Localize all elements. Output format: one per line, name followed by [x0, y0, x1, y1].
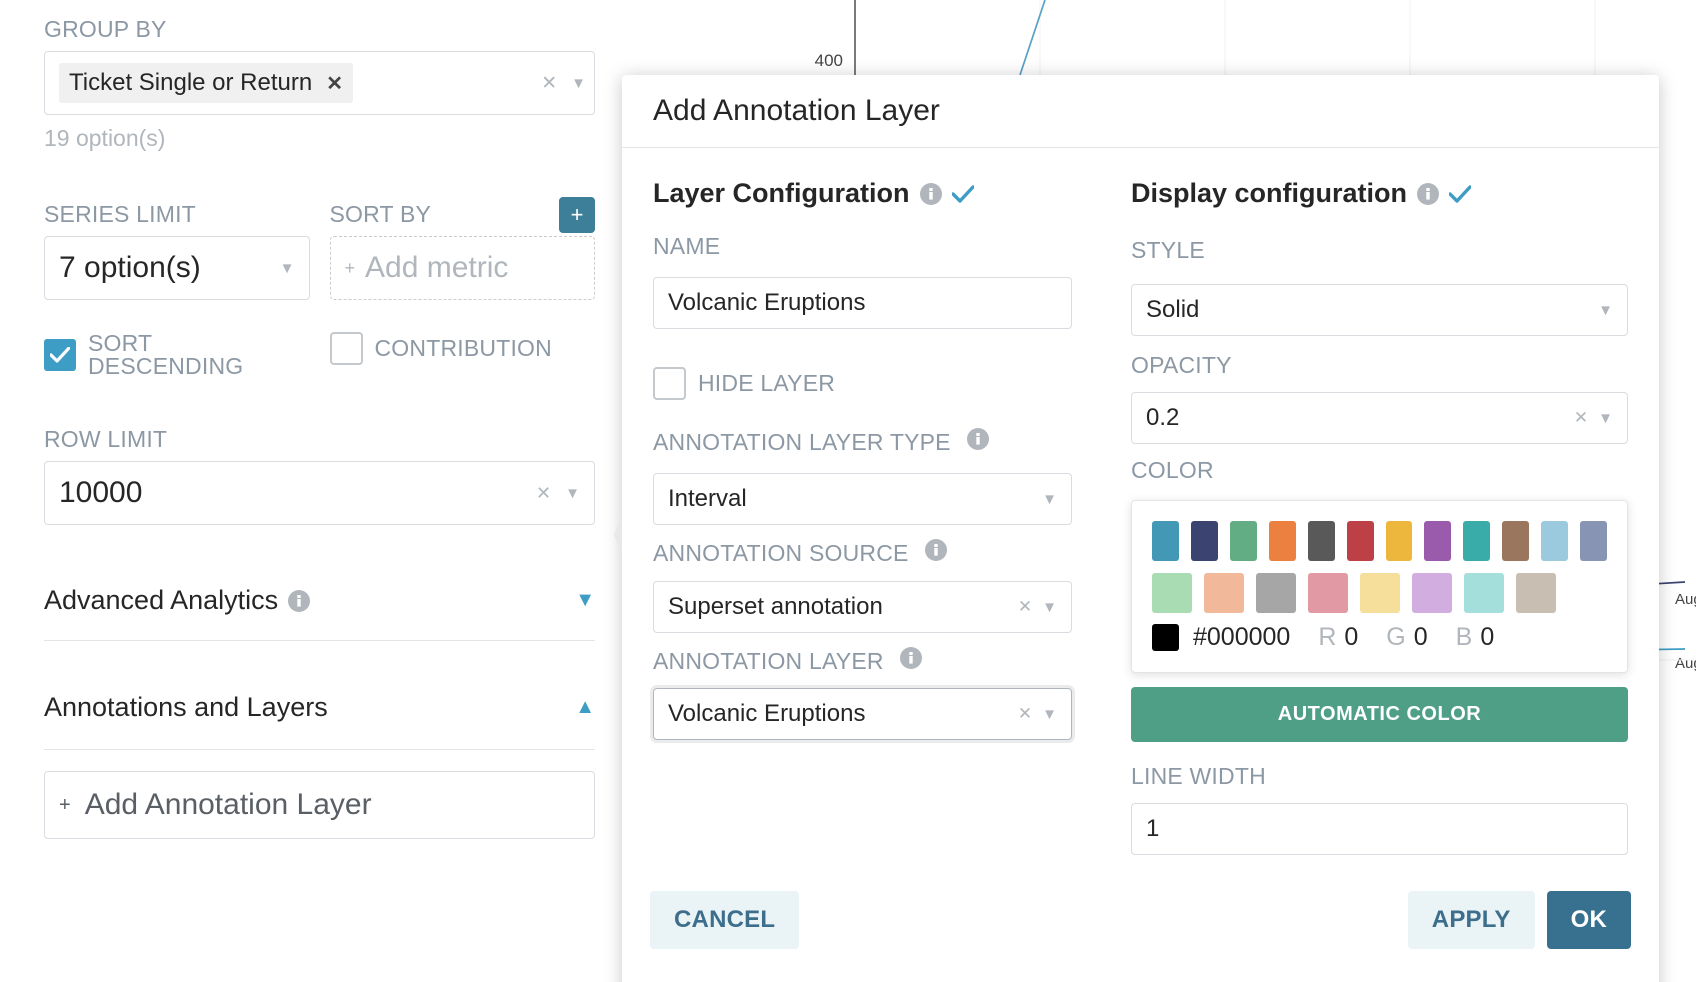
svg-text:Aug: Aug	[1675, 591, 1696, 608]
svg-text:Aug: Aug	[1675, 655, 1696, 672]
svg-text:400: 400	[815, 51, 843, 70]
